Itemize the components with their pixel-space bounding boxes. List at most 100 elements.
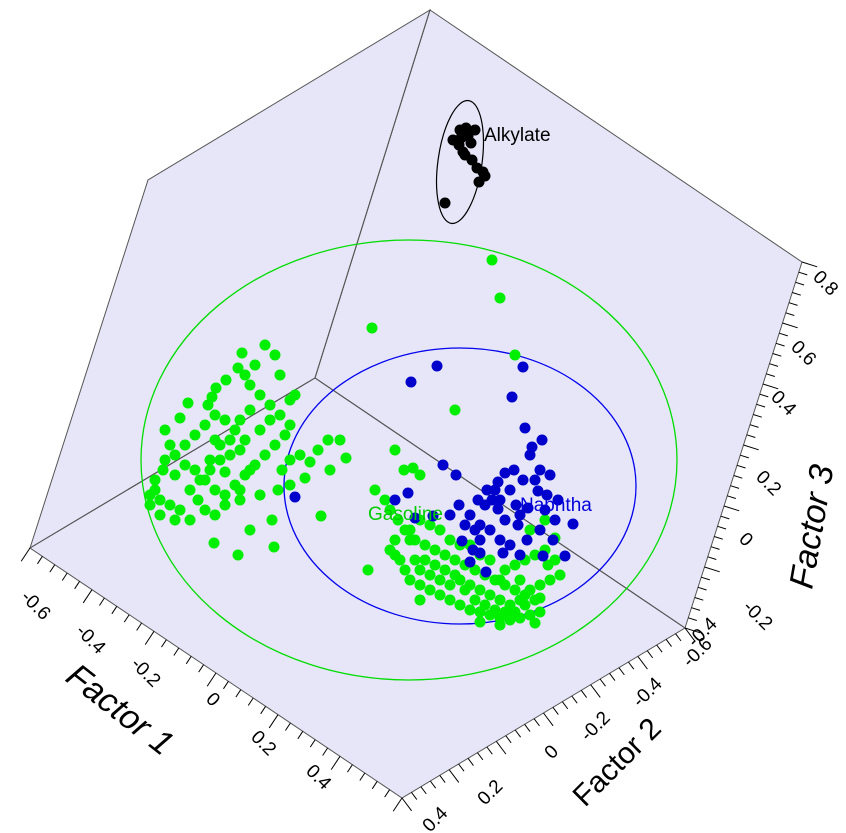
f3-tick-mark-2 xyxy=(691,607,701,611)
f1-tick-mark-30 xyxy=(392,797,403,812)
gasoline-point-117 xyxy=(444,594,456,606)
f3-tick-mark-21 xyxy=(753,414,762,418)
naphtha-point-32 xyxy=(464,509,476,521)
label-naphtha: Naphtha xyxy=(520,495,592,516)
gasoline-point-16 xyxy=(159,454,171,466)
f3-tick-mark-14 xyxy=(730,485,740,489)
gasoline-point-160 xyxy=(509,559,521,571)
f2-tick-mark-10 xyxy=(495,741,507,755)
gasoline-point-76 xyxy=(234,414,246,426)
f3-tick-mark-35 xyxy=(798,271,808,276)
naphtha-point-36 xyxy=(504,539,516,551)
naphtha-point-9 xyxy=(522,502,534,514)
naphtha-point-17 xyxy=(497,547,509,559)
f2-tick-mark-18 xyxy=(571,695,578,704)
f3-tick-mark-25 xyxy=(766,373,775,378)
f2-tick-mark-13 xyxy=(524,724,531,732)
gasoline-point-11 xyxy=(202,399,214,411)
f2-tick-4: 0.2 xyxy=(474,776,508,810)
f1-tick-mark-14 xyxy=(198,664,205,673)
f1-tick-mark-9 xyxy=(136,622,143,631)
gasoline-point-98 xyxy=(315,510,327,522)
gasoline-point-22 xyxy=(184,484,196,496)
gasoline-point-12 xyxy=(182,397,194,409)
f1-tick-mark-1 xyxy=(37,556,43,565)
naphtha-point-24 xyxy=(481,484,493,496)
naphtha-point-49 xyxy=(494,494,506,506)
alkylate-point-13 xyxy=(455,132,467,144)
f3-tick-mark-23 xyxy=(759,393,769,398)
gasoline-point-144 xyxy=(444,534,456,546)
gasoline-point-172 xyxy=(419,554,431,566)
gasoline-point-85 xyxy=(294,449,306,461)
f1-tick-mark-20 xyxy=(268,714,279,729)
gasoline-point-49 xyxy=(264,399,276,411)
gasoline-point-73 xyxy=(204,454,216,466)
gasoline-point-158 xyxy=(529,549,541,561)
gasoline-point-92 xyxy=(299,472,311,484)
naphtha-point-45 xyxy=(549,514,561,526)
f3-tick-mark-36 xyxy=(801,261,818,268)
gasoline-point-64 xyxy=(199,504,211,516)
f1-tick-4: 0.2 xyxy=(246,727,280,761)
f2-tick-mark-25 xyxy=(637,656,648,670)
label-gasoline: Gasoline xyxy=(368,504,443,525)
naphtha-point-55 xyxy=(444,509,456,521)
f2-tick-mark-17 xyxy=(561,701,569,710)
gasoline-point-149 xyxy=(494,594,506,606)
gasoline-point-50 xyxy=(254,389,266,401)
gasoline-point-31 xyxy=(209,409,221,421)
gasoline-point-96 xyxy=(232,549,244,561)
gasoline-point-113 xyxy=(404,574,416,586)
gasoline-point-55 xyxy=(274,369,286,381)
naphtha-point-37 xyxy=(514,549,526,561)
series-gasoline-points xyxy=(144,254,566,631)
f2-tick-mark-16 xyxy=(552,707,559,715)
gasoline-point-71 xyxy=(157,464,169,476)
f1-tick-mark-7 xyxy=(111,606,118,615)
gasoline-point-32 xyxy=(199,419,211,431)
f3-tick-mark-33 xyxy=(792,292,801,296)
f3-tick-mark-1 xyxy=(688,617,697,622)
gasoline-point-185 xyxy=(494,619,506,631)
naphtha-point-62 xyxy=(289,491,301,503)
gasoline-point-45 xyxy=(269,439,281,451)
gasoline-point-104 xyxy=(369,484,381,496)
gasoline-point-9 xyxy=(210,382,222,394)
naphtha-point-60 xyxy=(389,494,401,506)
gasoline-point-97 xyxy=(208,537,220,549)
f1-tick-3: 0 xyxy=(201,689,223,711)
f2-tick-mark-29 xyxy=(675,633,682,642)
gasoline-point-154 xyxy=(544,574,556,586)
f3-tick-mark-0 xyxy=(684,627,701,634)
gasoline-point-175 xyxy=(449,569,461,581)
gasoline-point-80 xyxy=(234,484,246,496)
f3-tick-mark-31 xyxy=(785,312,795,317)
gasoline-point-94 xyxy=(266,514,278,526)
gasoline-point-101 xyxy=(398,464,410,476)
gasoline-point-52 xyxy=(239,369,251,381)
f3-tick-mark-16 xyxy=(736,464,746,469)
f1-tick-mark-16 xyxy=(223,681,229,690)
f1-tick-mark-28 xyxy=(371,781,378,790)
gasoline-point-28 xyxy=(239,434,251,446)
f2-tick-mark-7 xyxy=(467,758,474,766)
f3-tick-3: 0.2 xyxy=(751,467,785,501)
alkylate-point-15 xyxy=(466,154,478,166)
f1-tick-mark-15 xyxy=(206,672,217,687)
gasoline-point-24 xyxy=(204,464,216,476)
gasoline-point-14 xyxy=(159,424,171,436)
naphtha-point-4 xyxy=(519,422,531,434)
gasoline-point-15 xyxy=(164,439,176,451)
gasoline-point-143 xyxy=(434,524,446,536)
gasoline-point-88 xyxy=(322,434,334,446)
f3-tick-mark-7 xyxy=(707,556,717,561)
f2-tick-mark-11 xyxy=(505,735,512,744)
gasoline-point-115 xyxy=(424,584,436,596)
f3-tick-mark-32 xyxy=(788,302,798,306)
f1-tick-5: 0.4 xyxy=(301,761,335,795)
gasoline-point-4 xyxy=(449,404,461,416)
gasoline-point-51 xyxy=(244,379,256,391)
gasoline-point-83 xyxy=(276,464,288,476)
f1-tick-mark-24 xyxy=(322,747,329,756)
